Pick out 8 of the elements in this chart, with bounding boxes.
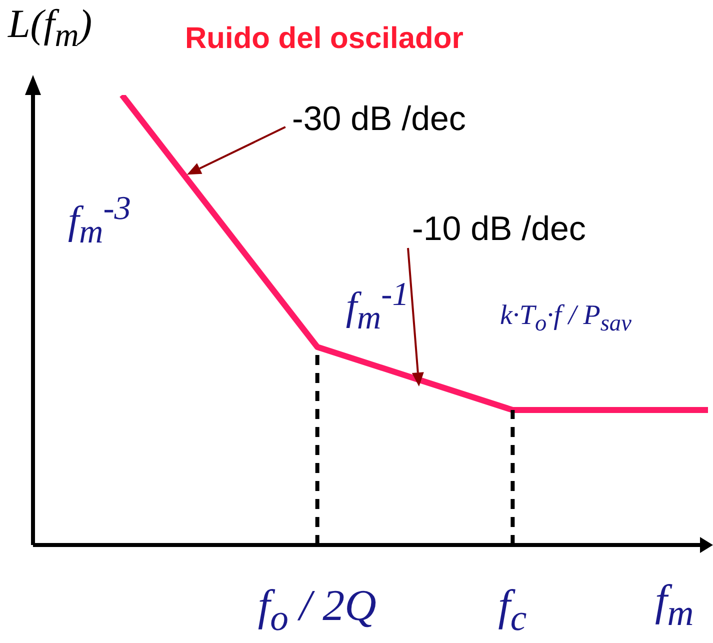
x-axis-title: f$_{m}$ (655, 575, 694, 634)
x-tick-label: f$_{o}$ / 2Q (258, 580, 376, 639)
annotation: -30 dB /dec (292, 100, 466, 139)
annotation: k·T$_{o}$·f / P$_{sav}$ (500, 300, 632, 338)
x-tick-label: f$_{c}$ (498, 580, 527, 639)
y-axis-title: L(f$_{m}$) (8, 0, 92, 55)
chart-title: Ruido del oscilador (185, 22, 464, 56)
annotation: -10 dB /dec (412, 210, 586, 249)
